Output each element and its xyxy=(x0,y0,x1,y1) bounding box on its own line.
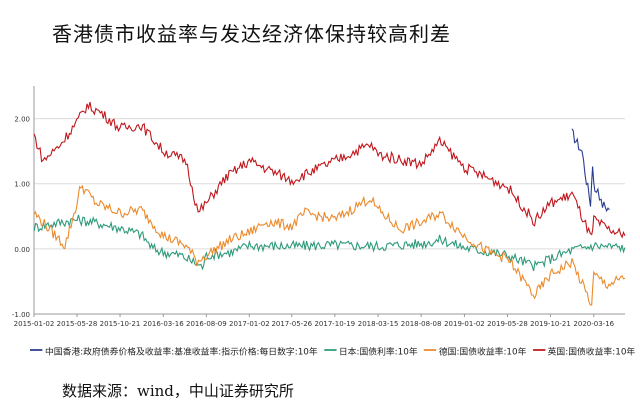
legend-label: 日本:国债利率:10年 xyxy=(338,346,418,357)
x-tick-label: 2016-08-09 xyxy=(186,320,227,328)
legend-label: 德国:国债收益率:10年 xyxy=(438,346,527,357)
x-tick-label: 2019-10-21 xyxy=(530,320,571,328)
y-tick-label: 1.00 xyxy=(14,181,30,189)
legend-swatch xyxy=(532,349,545,351)
legend-swatch xyxy=(423,349,437,351)
x-tick-label: 2020-03-16 xyxy=(573,320,614,328)
y-tick-label: 2.00 xyxy=(14,116,30,124)
data-source-note: 数据来源：wind，中山证券研究所 xyxy=(62,382,294,400)
y-tick-label: 0.00 xyxy=(14,246,30,254)
x-tick-label: 2015-10-21 xyxy=(100,320,141,328)
x-tick-label: 2017-05-26 xyxy=(271,320,312,328)
legend-item: 中国香港:政府债券价格及收益率:基准收益率:指示价格:每日数字:10年 xyxy=(30,343,318,357)
x-tick-label: 2016-03-16 xyxy=(143,320,184,328)
series-line-1 xyxy=(33,214,626,272)
x-tick-label: 2017-10-19 xyxy=(314,320,355,328)
x-tick-label: 2017-01-02 xyxy=(229,320,270,328)
y-tick-label: -1.00 xyxy=(12,311,30,319)
legend-label: 中国香港:政府债券价格及收益率:基准收益率:指示价格:每日数字:10年 xyxy=(44,346,318,357)
x-tick-label: 2019-05-28 xyxy=(487,320,528,328)
legend-item: 日本:国债利率:10年 xyxy=(323,343,418,357)
x-tick-label: 2019-01-02 xyxy=(444,320,485,328)
legend-swatch xyxy=(30,349,43,351)
chart-legend: 中国香港:政府债券价格及收益率:基准收益率:指示价格:每日数字:10年 日本:国债… xyxy=(30,343,635,357)
chart-title: 香港债市收益率与发达经济体保持较高利差 xyxy=(52,22,451,46)
x-tick-label: 2015-01-02 xyxy=(14,320,55,328)
x-tick-label: 2018-03-15 xyxy=(358,320,399,328)
legend-item: 英国:国债收益率:10年 xyxy=(532,343,636,357)
legend-label: 英国:国债收益率:10年 xyxy=(547,346,636,357)
x-tick-label: 2015-05-28 xyxy=(57,320,98,328)
legend-swatch xyxy=(323,349,337,351)
series-line-0 xyxy=(571,128,610,213)
x-tick-label: 2018-08-08 xyxy=(401,320,442,328)
series-line-2 xyxy=(33,184,626,306)
series-line-3 xyxy=(33,101,626,239)
legend-item: 德国:国债收益率:10年 xyxy=(423,343,527,357)
